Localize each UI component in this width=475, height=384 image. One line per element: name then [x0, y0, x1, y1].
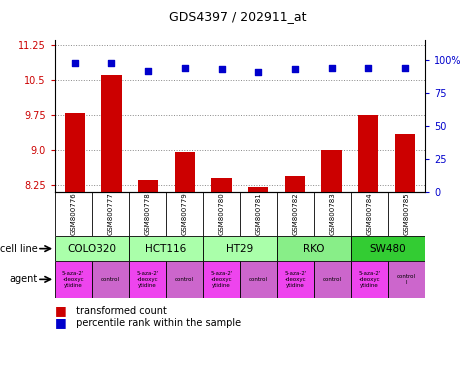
Text: GSM800780: GSM800780: [218, 193, 224, 235]
Text: GSM800783: GSM800783: [330, 193, 335, 235]
Text: GSM800785: GSM800785: [404, 193, 409, 235]
Bar: [211, 178, 232, 192]
Text: control: control: [249, 277, 268, 282]
Bar: [395, 134, 415, 192]
Bar: [314, 261, 351, 298]
Bar: [240, 261, 277, 298]
Text: control: control: [175, 277, 194, 282]
Text: SW480: SW480: [370, 243, 407, 254]
Bar: [65, 113, 85, 192]
Bar: [248, 187, 268, 192]
Text: HT29: HT29: [226, 243, 254, 254]
Point: [401, 65, 409, 71]
Text: GSM800776: GSM800776: [70, 193, 76, 235]
Bar: [322, 150, 342, 192]
Bar: [138, 180, 158, 192]
Text: COLO320: COLO320: [67, 243, 116, 254]
Bar: [92, 261, 129, 298]
Point: [364, 65, 372, 71]
Bar: [358, 115, 379, 192]
Bar: [277, 261, 314, 298]
Text: 5-aza-2'
-deoxyc
ytidine: 5-aza-2' -deoxyc ytidine: [136, 271, 159, 288]
Point: [255, 69, 262, 75]
Point: [181, 65, 189, 71]
Text: ■: ■: [55, 316, 66, 329]
Text: transformed count: transformed count: [73, 306, 167, 316]
Text: GSM800781: GSM800781: [256, 193, 261, 235]
Text: control: control: [101, 277, 120, 282]
Text: 5-aza-2'
-deoxyc
ytidine: 5-aza-2' -deoxyc ytidine: [62, 271, 85, 288]
Bar: [285, 175, 305, 192]
Bar: [277, 236, 351, 261]
Text: cell line: cell line: [0, 243, 38, 254]
Text: GSM800782: GSM800782: [293, 193, 298, 235]
Bar: [203, 261, 240, 298]
Bar: [388, 261, 425, 298]
Text: control
l: control l: [397, 274, 416, 285]
Bar: [203, 236, 277, 261]
Bar: [55, 261, 92, 298]
Point: [218, 66, 225, 73]
Text: GSM800784: GSM800784: [367, 193, 372, 235]
Bar: [166, 261, 203, 298]
Bar: [351, 261, 388, 298]
Point: [328, 65, 335, 71]
Bar: [129, 236, 203, 261]
Text: ■: ■: [55, 305, 66, 318]
Text: 5-aza-2'
-deoxyc
ytidine: 5-aza-2' -deoxyc ytidine: [210, 271, 233, 288]
Text: GDS4397 / 202911_at: GDS4397 / 202911_at: [169, 10, 306, 23]
Text: control: control: [323, 277, 342, 282]
Text: GSM800778: GSM800778: [144, 193, 150, 235]
Bar: [55, 236, 129, 261]
Text: RKO: RKO: [303, 243, 325, 254]
Text: GSM800779: GSM800779: [181, 193, 187, 235]
Point: [144, 68, 152, 74]
Text: 5-aza-2'
-deoxyc
ytidine: 5-aza-2' -deoxyc ytidine: [358, 271, 381, 288]
Point: [108, 60, 115, 66]
Point: [291, 66, 299, 73]
Text: 5-aza-2'
-deoxyc
ytidine: 5-aza-2' -deoxyc ytidine: [284, 271, 307, 288]
Bar: [351, 236, 425, 261]
Text: agent: agent: [10, 274, 38, 285]
Bar: [101, 75, 122, 192]
Bar: [175, 152, 195, 192]
Point: [71, 60, 78, 66]
Bar: [129, 261, 166, 298]
Text: percentile rank within the sample: percentile rank within the sample: [73, 318, 241, 328]
Text: HCT116: HCT116: [145, 243, 186, 254]
Text: GSM800777: GSM800777: [107, 193, 113, 235]
